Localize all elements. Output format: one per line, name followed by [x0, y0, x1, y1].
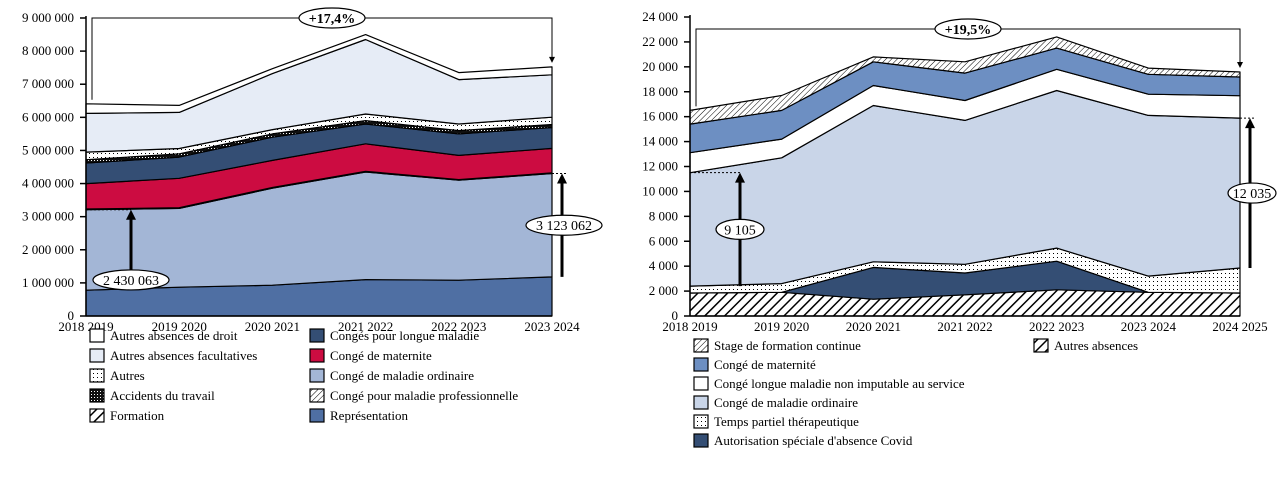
legend-swatch [309, 328, 325, 343]
value-label-bubble [1227, 182, 1277, 204]
y-tick-label: 14 000 [642, 134, 678, 149]
legend-swatch [309, 348, 325, 363]
growth-label: +17,4% [309, 12, 355, 27]
x-tick-label: 2024 2025 [1212, 319, 1267, 334]
legend-label: Autres absences [1054, 338, 1138, 353]
growth-label-bubble [298, 7, 366, 29]
y-tick-label: 8 000 000 [22, 43, 74, 58]
arrow-head [1237, 62, 1243, 69]
legend-label: Congés pour longue maladie [330, 328, 479, 343]
x-tick-label: 2023 2024 [1121, 319, 1177, 334]
x-tick-label: 2018 2019 [58, 319, 113, 334]
legend-swatch [693, 414, 709, 429]
legend-label: Congé de maternité [714, 357, 816, 372]
legend-label: Congé pour maladie professionnelle [330, 388, 518, 403]
x-tick-label: 2022 2023 [431, 319, 486, 334]
y-tick-label: 1 000 000 [22, 275, 74, 290]
legend-swatch [693, 433, 709, 448]
arrow-head [126, 209, 136, 220]
y-tick-label: 9 000 000 [22, 10, 74, 25]
y-tick-label: 6 000 000 [22, 109, 74, 124]
legend-label: Stage de formation continue [714, 338, 861, 353]
y-tick-label: 0 [68, 308, 75, 323]
x-tick-label: 2020 2021 [245, 319, 300, 334]
legend-swatch [309, 368, 325, 383]
x-tick-label: 2018 2019 [662, 319, 717, 334]
legend-swatch [89, 368, 105, 383]
legend-label: Représentation [330, 408, 408, 423]
value-label-bubble [92, 269, 170, 291]
legend-swatch [693, 338, 709, 353]
y-tick-label: 8 000 [649, 208, 678, 223]
y-tick-label: 22 000 [642, 34, 678, 49]
legend-swatch [693, 357, 709, 372]
value-label: 2 430 063 [103, 274, 159, 289]
area-series [85, 34, 553, 114]
y-tick-label: 2 000 [649, 283, 678, 298]
legend-label: Autres absences facultatives [110, 348, 257, 363]
arrow-head [735, 172, 745, 183]
legend-swatch [89, 348, 105, 363]
y-tick-label: 4 000 000 [22, 176, 74, 191]
x-tick-label: 2019 2020 [152, 319, 207, 334]
y-tick-label: 2 000 000 [22, 242, 74, 257]
legend-label: Autorisation spéciale d'absence Covid [714, 433, 913, 448]
y-tick-label: 24 000 [642, 9, 678, 24]
growth-label-bubble [934, 18, 1002, 40]
right-chart: 0 2 000 4 000 6 000 8 000 10 000 12 000 14 000 1… [642, 9, 1277, 448]
arrow-head [549, 56, 555, 63]
x-tick-label: 2021 2022 [338, 319, 393, 334]
value-label-bubble [715, 218, 765, 240]
y-tick-label: 5 000 000 [22, 142, 74, 157]
y-tick-label: 4 000 [649, 258, 678, 273]
legend-label: Autres [110, 368, 145, 383]
legend-label: Congé de maladie ordinaire [714, 395, 858, 410]
value-label: 12 035 [1233, 187, 1272, 202]
legend-label: Temps partiel thérapeutique [714, 414, 859, 429]
legend-swatch [89, 408, 105, 423]
x-tick-label: 2019 2020 [754, 319, 809, 334]
y-tick-label: 0 [672, 308, 679, 323]
value-label: 9 105 [724, 223, 756, 238]
left-chart: 0 1 000 000 2 000 000 3 000 000 4 000 000 5 0… [22, 7, 603, 423]
legend-label: Congé longue maladie non imputable au se… [714, 376, 965, 391]
y-tick-label: 6 000 [649, 233, 678, 248]
arrow-head [557, 173, 567, 184]
legend-swatch [309, 388, 325, 403]
y-tick-label: 3 000 000 [22, 209, 74, 224]
y-tick-label: 18 000 [642, 84, 678, 99]
y-tick-label: 20 000 [642, 59, 678, 74]
y-tick-label: 16 000 [642, 109, 678, 124]
legend-swatch [309, 408, 325, 423]
area-series [689, 36, 1241, 125]
x-tick-label: 2021 2022 [937, 319, 992, 334]
value-label-bubble [525, 214, 603, 236]
x-tick-label: 2020 2021 [846, 319, 901, 334]
legend-swatch [89, 328, 105, 343]
legend-swatch [89, 388, 105, 403]
legend-label: Accidents du travail [110, 388, 215, 403]
y-tick-label: 7 000 000 [22, 76, 74, 91]
y-tick-label: 12 000 [642, 159, 678, 174]
legend-label: Formation [110, 408, 165, 423]
y-tick-label: 10 000 [642, 183, 678, 198]
growth-label: +19,5% [945, 23, 991, 38]
legend-swatch [693, 376, 709, 391]
value-label: 3 123 062 [536, 219, 592, 234]
legend-swatch [693, 395, 709, 410]
legend-swatch [1033, 338, 1049, 353]
legend-label: Congé de maternite [330, 348, 432, 363]
x-tick-label: 2022 2023 [1029, 319, 1084, 334]
x-tick-label: 2023 2024 [524, 319, 580, 334]
legend-label: Congé de maladie ordinaire [330, 368, 474, 383]
arrow-head [1245, 118, 1255, 129]
legend-label: Autres absences de droit [110, 328, 238, 343]
